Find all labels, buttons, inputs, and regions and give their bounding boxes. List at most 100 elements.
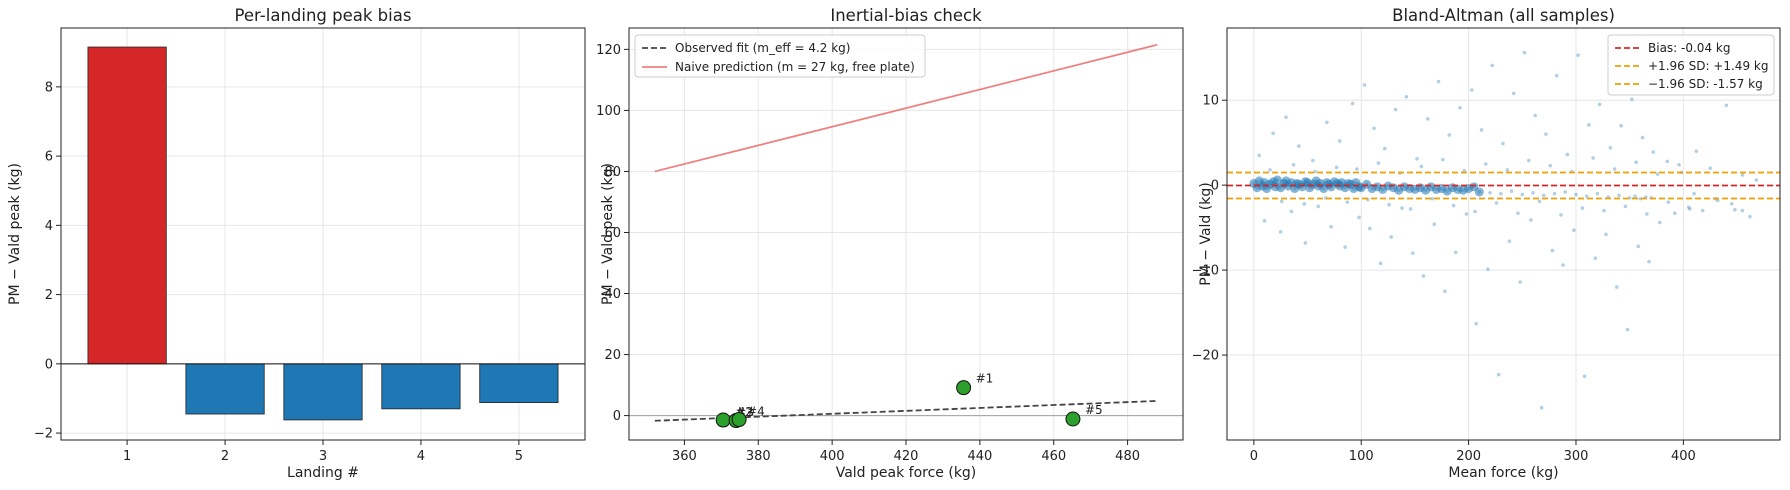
sample-point: [1350, 101, 1355, 106]
sample-point: [1526, 158, 1531, 163]
sample-point: [1647, 259, 1651, 264]
x-axis-label: Mean force (kg): [1448, 465, 1558, 481]
bar: [479, 363, 559, 404]
chart-title: Inertial-bias check: [830, 6, 982, 25]
chart-title: Bland-Altman (all samples): [1392, 6, 1615, 25]
sample-point: [1729, 202, 1734, 206]
sample-point: [1666, 200, 1671, 204]
sample-point: [1345, 200, 1350, 204]
sample-point: [1443, 289, 1447, 294]
y-tick-label: 80: [604, 165, 621, 180]
sample-point: [1688, 207, 1692, 211]
sample-point: [1686, 205, 1691, 210]
y-tick-label: 4: [45, 219, 53, 234]
x-tick-label: 400: [1671, 449, 1696, 464]
sample-point: [1614, 285, 1619, 289]
bar: [283, 363, 363, 421]
y-tick-label: 0: [613, 409, 621, 424]
y-tick-label: −2: [34, 427, 53, 442]
sample-point: [1672, 211, 1677, 215]
sample-point: [1576, 53, 1580, 57]
sample-point: [1733, 207, 1737, 212]
x-tick-label: 4: [417, 449, 425, 464]
sample-point: [1279, 199, 1284, 204]
sample-point: [1539, 405, 1544, 410]
y-tick-label: 40: [604, 287, 621, 302]
sample-point: [1337, 139, 1342, 143]
sample-point: [1550, 248, 1555, 253]
sample-point: [1645, 212, 1649, 216]
sample-point: [1302, 202, 1307, 206]
sample-point: [1548, 163, 1553, 168]
point-label: #4: [747, 405, 765, 419]
sample-point: [1559, 213, 1563, 217]
sample-point: [1362, 83, 1367, 87]
sample-point: [1572, 228, 1576, 232]
sample-point: [1425, 117, 1430, 121]
sample-point: [1496, 372, 1501, 377]
x-tick-label: 440: [967, 449, 992, 464]
sample-point: [1289, 209, 1294, 214]
sample-point: [1494, 201, 1499, 205]
sample-point: [1291, 162, 1296, 167]
sample-point: [1651, 150, 1656, 154]
bar: [87, 46, 167, 365]
y-tick-label: 6: [45, 150, 53, 165]
y-tick-label: −10: [1192, 264, 1219, 279]
legend-box: [1607, 34, 1775, 96]
sample-point: [1325, 120, 1329, 125]
sample-point: [1533, 113, 1537, 118]
sample-point: [1554, 73, 1559, 78]
y-axis-label: PM − Vald peak (kg): [7, 163, 23, 305]
point-label: #5: [1085, 403, 1103, 417]
sample-point: [1507, 239, 1512, 244]
sample-point: [1408, 207, 1413, 211]
y-tick-label: 0: [1211, 179, 1219, 194]
sample-point: [1516, 211, 1520, 215]
sample-point: [1708, 166, 1713, 170]
x-tick-label: 5: [515, 449, 523, 464]
sample-point: [1623, 204, 1628, 209]
sample-point: [1640, 135, 1645, 140]
x-axis-label: Vald peak force (kg): [836, 465, 977, 481]
y-tick-label: −20: [1192, 349, 1219, 364]
sample-point: [1541, 193, 1546, 198]
sample-point: [1520, 192, 1525, 197]
x-tick-label: 3: [319, 449, 327, 464]
sample-point-dense: [1474, 187, 1484, 197]
sample-point: [1419, 164, 1424, 169]
sample-point: [1544, 132, 1548, 136]
sample-point: [1593, 256, 1598, 261]
sample-point: [1486, 267, 1490, 272]
sample-point: [1387, 202, 1391, 207]
sample-point: [1268, 168, 1272, 172]
sample-point: [1415, 157, 1419, 161]
y-tick-label: 10: [1202, 94, 1219, 109]
sample-point: [1754, 178, 1759, 182]
sample-point: [1591, 156, 1595, 160]
point-label: #1: [976, 372, 994, 386]
landing-point: [715, 412, 731, 428]
sample-point: [1595, 191, 1600, 196]
sample-point: [1368, 226, 1372, 231]
sample-point: [1343, 245, 1347, 249]
sample-point: [1441, 157, 1445, 162]
x-tick-label: 400: [820, 449, 845, 464]
legend-label-observed: Observed fit (m_eff = 4.2 kg): [675, 41, 850, 55]
chart-title: Per-landing peak bias: [235, 6, 412, 25]
sample-point: [1608, 145, 1613, 150]
sample-point: [1410, 251, 1415, 255]
sample-point: [1474, 321, 1478, 326]
sample-point: [1552, 191, 1557, 196]
sample-point: [1297, 144, 1301, 148]
sample-point: [1400, 206, 1404, 210]
sample-point: [1565, 152, 1570, 157]
x-tick-label: 100: [1349, 449, 1374, 464]
sample-point: [1529, 218, 1533, 222]
legend: Observed fit (m_eff = 4.2 kg) Naive predi…: [634, 34, 926, 78]
legend-box: [634, 34, 926, 78]
sample-point: [1509, 189, 1514, 193]
legend-label-lower-loa: −1.96 SD: -1.57 kg: [1648, 77, 1763, 91]
